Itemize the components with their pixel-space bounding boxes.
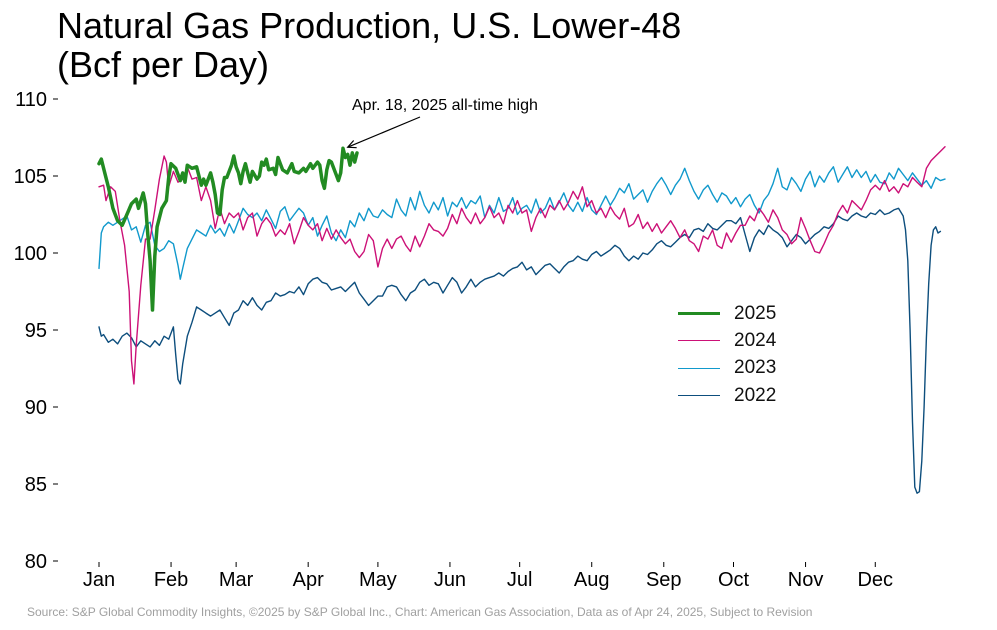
annotation-label: Apr. 18, 2025 all-time high: [352, 97, 538, 114]
chart-title: Natural Gas Production, U.S. Lower-48: [57, 5, 682, 46]
legend-label-2024: 2024: [734, 329, 777, 351]
legend-swatch-2022: [678, 395, 720, 397]
annotation-arrow-head: [346, 140, 357, 149]
x-tick-label: Oct: [718, 569, 750, 591]
x-tick-label: Mar: [219, 569, 254, 591]
legend-swatch-2023: [678, 367, 720, 369]
x-tick-label: Dec: [857, 569, 893, 591]
y-tick-label: 90: [25, 397, 47, 419]
y-axis: 80 85 90 95 100 105 110: [14, 89, 58, 573]
y-tick-label: 110: [15, 89, 47, 111]
x-tick-label: May: [359, 569, 397, 591]
chart-title-block: Natural Gas Production, U.S. Lower-48 (B…: [57, 6, 681, 84]
series-line-2025: [97, 146, 359, 312]
legend-label-2023: 2023: [734, 357, 777, 379]
series-line-2024: [98, 146, 946, 385]
x-tick-label: Nov: [788, 569, 824, 591]
legend-item-2023: 2023: [678, 355, 776, 382]
legend-item-2024: 2024: [678, 327, 776, 354]
x-tick-label: Aug: [574, 569, 610, 591]
legend-label-2025: 2025: [734, 302, 777, 324]
series-line-2022: [98, 207, 942, 494]
x-tick-label: Jul: [507, 569, 533, 591]
legend: 2025 2024 2023 2022: [678, 300, 776, 409]
x-tick-label: Apr: [293, 569, 324, 591]
x-tick-label: Jun: [434, 569, 466, 591]
x-tick-label: Sep: [646, 569, 682, 591]
legend-item-2025: 2025: [678, 300, 776, 327]
y-tick-label: 80: [25, 551, 47, 573]
legend-item-2022: 2022: [678, 382, 776, 409]
y-tick-label: 95: [25, 320, 47, 342]
x-tick-label: Feb: [154, 569, 188, 591]
legend-swatch-2024: [678, 340, 720, 342]
y-tick-label: 105: [14, 166, 47, 188]
chart-subtitle: (Bcf per Day): [57, 44, 270, 85]
annotation-layer: [346, 116, 421, 149]
x-tick-label: Jan: [83, 569, 115, 591]
annotation-arrow-shaft: [347, 116, 421, 148]
legend-label-2022: 2022: [734, 384, 777, 406]
series-line-2023: [98, 166, 946, 280]
x-axis: Jan Feb Mar Apr May Jun Jul Aug Sep Oct Nov Dec: [83, 562, 893, 591]
legend-swatch-2025: [678, 312, 720, 316]
source-note: Source: S&P Global Commodity Insights, ©…: [27, 605, 813, 619]
y-tick-label: 100: [14, 243, 47, 265]
y-tick-label: 85: [25, 474, 47, 496]
series-layer: [97, 146, 946, 494]
